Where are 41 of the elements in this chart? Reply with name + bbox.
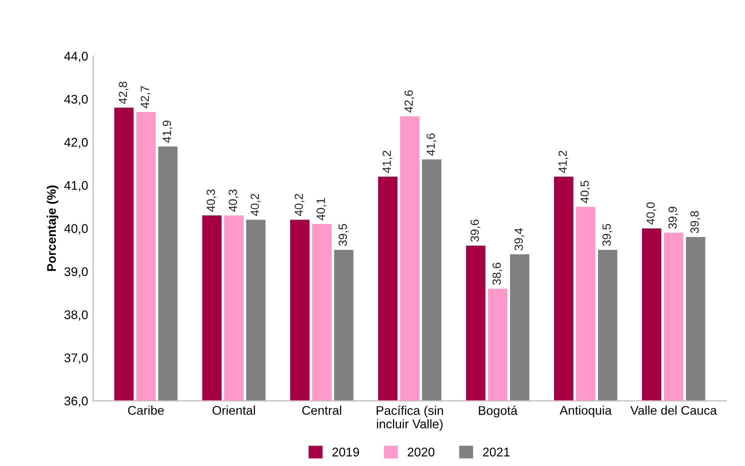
y-tick-label: 38,0 [64,310,88,321]
data-label: 42,7 [140,86,150,108]
data-label: 42,8 [118,82,128,104]
data-label: 40,0 [646,202,656,225]
data-label: 41,6 [426,133,436,156]
data-label: 41,2 [558,150,568,173]
data-label: 42,6 [404,90,414,113]
y-tick-label: 39,0 [64,267,88,278]
data-label: 41,9 [162,120,172,143]
y-tick-label: 36,0 [64,396,88,407]
y-tick-label: 43,0 [64,94,88,106]
x-tick-label: Bogotá [478,406,518,418]
data-label: 39,4 [514,228,524,250]
x-tick-label: Caribe [128,406,164,415]
y-tick-label: 40,0 [64,224,88,234]
x-tick-label: Valle del Cauca [630,406,717,415]
x-tick-label: Antioquia [560,406,612,418]
y-tick-label: 37,0 [64,353,88,364]
data-label: 38,6 [492,262,502,285]
legend-label: 2020 [408,448,434,456]
data-label: 41,2 [382,150,392,173]
legend-label: 2021 [483,448,510,456]
data-label: 40,3 [206,190,216,212]
y-axis-title: Porcentaje (%) [46,186,58,271]
data-label: 40,2 [250,194,260,216]
x-tick-label: Oriental [212,406,255,415]
data-label: 40,5 [580,180,590,204]
data-label: 40,1 [316,198,326,220]
y-tick-label: 44,0 [64,52,88,62]
x-tick-label: Central [302,406,342,415]
data-label: 39,6 [470,220,480,242]
y-tick-label: 42,0 [64,138,88,148]
y-tick-label: 41,0 [64,181,88,192]
data-label: 39,5 [338,224,348,246]
data-label: 40,2 [294,194,304,216]
x-tick-label: Pacífica (sin incluir Valle) [376,406,443,431]
data-label: 40,3 [228,190,238,212]
data-label: 39,8 [690,211,700,234]
data-label: 39,9 [668,206,678,229]
legend-label: 2019 [332,448,360,456]
data-label: 39,5 [602,224,612,246]
